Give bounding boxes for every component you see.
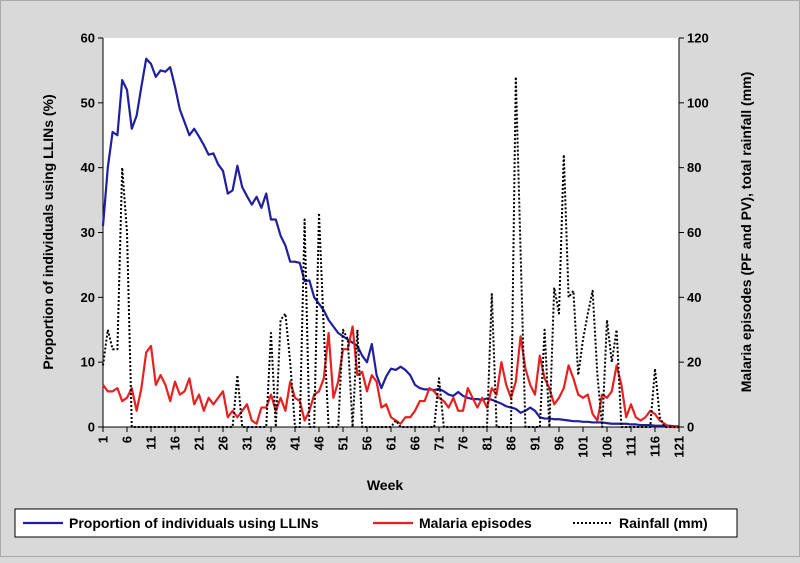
x-tick-label: 51 xyxy=(336,436,351,450)
x-tick-label: 31 xyxy=(240,436,255,450)
y-tick-label: 30 xyxy=(81,225,95,240)
x-tick-label: 11 xyxy=(144,436,159,450)
x-tick-label: 46 xyxy=(312,436,327,450)
x-tick-label: 1 xyxy=(96,436,111,443)
x-tick-label: 91 xyxy=(528,436,543,450)
x-tick-label: 41 xyxy=(288,436,303,450)
x-tick-label: 76 xyxy=(456,436,471,450)
x-tick-label: 71 xyxy=(432,436,447,450)
x-tick-label: 101 xyxy=(576,436,591,458)
x-tick-label: 21 xyxy=(192,436,207,450)
x-tick-label: 56 xyxy=(360,436,375,450)
x-tick-label: 6 xyxy=(120,436,135,443)
y2-tick-label: 0 xyxy=(687,420,694,435)
series-line-0 xyxy=(101,57,679,428)
series-line-2 xyxy=(102,75,679,428)
x-tick-label: 116 xyxy=(648,436,663,457)
plot-area xyxy=(103,38,679,427)
y2-tick-label: 100 xyxy=(687,95,709,110)
series-line-1 xyxy=(102,325,679,429)
y2-tick-label: 80 xyxy=(687,160,701,175)
x-tick-label: 66 xyxy=(408,436,423,450)
x-tick-label: 121 xyxy=(672,436,687,458)
legend-label-malaria: Malaria episodes xyxy=(419,515,532,531)
y-tick-label: 20 xyxy=(81,290,95,305)
y2-axis-title: Malaria episodes (PF and PV), total rain… xyxy=(738,72,754,393)
x-tick-label: 81 xyxy=(480,436,495,450)
y-tick-label: 0 xyxy=(88,420,95,435)
legend-label-llin: Proportion of individuals using LLINs xyxy=(69,515,319,531)
x-axis-title: Week xyxy=(367,477,404,493)
x-tick-label: 36 xyxy=(264,436,279,450)
legend-label-rainfall: Rainfall (mm) xyxy=(619,515,708,531)
x-tick-label: 61 xyxy=(384,436,399,450)
y-tick-label: 10 xyxy=(81,355,95,370)
y-tick-label: 40 xyxy=(81,160,95,175)
x-tick-label: 86 xyxy=(504,436,519,450)
x-tick-label: 111 xyxy=(624,436,639,456)
legend: Proportion of individuals using LLINs Ma… xyxy=(14,508,738,538)
x-tick-label: 16 xyxy=(168,436,183,450)
legend-box xyxy=(14,508,738,538)
x-tick-label: 106 xyxy=(600,436,615,458)
y2-tick-label: 120 xyxy=(687,31,709,46)
y2-tick-label: 60 xyxy=(687,225,701,240)
y-axis-title: Proportion of individuals using LLINs (%… xyxy=(40,94,56,369)
x-tick-label: 96 xyxy=(552,436,567,450)
y-tick-label: 60 xyxy=(81,31,95,46)
y2-tick-label: 20 xyxy=(687,355,701,370)
y-tick-label: 50 xyxy=(81,95,95,110)
x-tick-label: 26 xyxy=(216,436,231,450)
y2-tick-label: 40 xyxy=(687,290,701,305)
